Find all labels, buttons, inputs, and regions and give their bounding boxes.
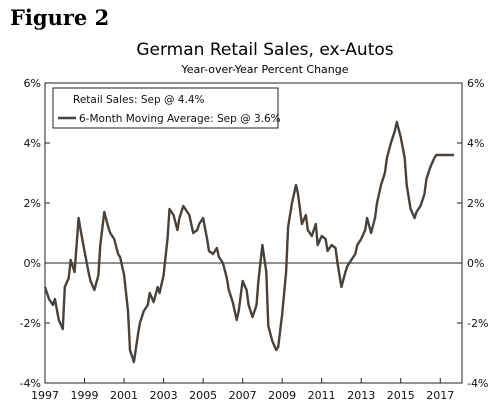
y-axis-left: -4% -2% 0% 2% 4% 6% <box>20 77 50 390</box>
plot-area <box>44 82 463 384</box>
chart-title: German Retail Sales, ex-Autos <box>136 40 393 60</box>
x-tick-label-6: 2009 <box>268 389 296 402</box>
x-tick-label-8: 2013 <box>347 389 375 402</box>
x-tick-label-3: 2003 <box>150 389 178 402</box>
y-tick-label-right-5: 6% <box>467 77 484 90</box>
x-axis: 1997 1999 2001 2003 2005 2007 2009 2011 2013 2015… <box>31 378 454 402</box>
x-tick-label-0: 1997 <box>31 389 59 402</box>
chart-subtitle: Year-over-Year Percent Change <box>180 63 348 76</box>
series-line-moving-average <box>43 120 455 364</box>
y-tick-label-right-2: 0% <box>467 257 484 270</box>
legend: Retail Sales: Sep @ 4.4% 6-Month Moving … <box>52 87 281 129</box>
x-tick-label-4: 2005 <box>189 389 217 402</box>
legend-label-moving-average: 6-Month Moving Average: Sep @ 3.6% <box>79 113 281 125</box>
y-tick-label-left-0: -4% <box>20 377 41 390</box>
y-tick-label-right-3: 2% <box>467 197 484 210</box>
y-tick-label-right-0: -4% <box>467 377 488 390</box>
y-tick-label-left-2: 0% <box>24 257 41 270</box>
y-axis-right: -4% -2% 0% 2% 4% 6% <box>457 77 488 390</box>
y-tick-label-left-4: 4% <box>24 137 41 150</box>
figure-label: Figure 2 <box>10 5 109 30</box>
y-tick-label-left-5: 6% <box>24 77 41 90</box>
y-tick-label-left-3: 2% <box>24 197 41 210</box>
x-tick-label-7: 2011 <box>308 389 336 402</box>
x-tick-label-10: 2017 <box>426 389 454 402</box>
x-tick-label-5: 2007 <box>229 389 257 402</box>
y-tick-label-left-1: -2% <box>20 317 41 330</box>
x-tick-label-9: 2015 <box>387 389 415 402</box>
x-tick-label-2: 2001 <box>110 389 138 402</box>
y-tick-label-right-4: 4% <box>467 137 484 150</box>
legend-label-retail-sales: Retail Sales: Sep @ 4.4% <box>73 94 204 106</box>
x-tick-label-1: 1999 <box>71 389 99 402</box>
y-tick-label-right-1: -2% <box>467 317 488 330</box>
legend-box <box>52 87 279 129</box>
